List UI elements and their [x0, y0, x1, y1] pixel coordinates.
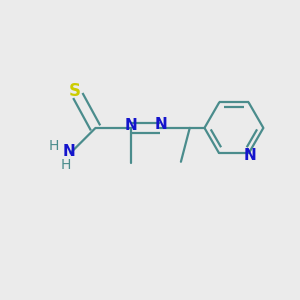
Text: H: H: [49, 139, 59, 153]
Text: H: H: [61, 158, 71, 172]
Text: S: S: [68, 82, 80, 100]
Text: N: N: [125, 118, 138, 133]
Text: N: N: [244, 148, 256, 163]
Text: N: N: [154, 118, 167, 133]
Text: N: N: [63, 144, 75, 159]
